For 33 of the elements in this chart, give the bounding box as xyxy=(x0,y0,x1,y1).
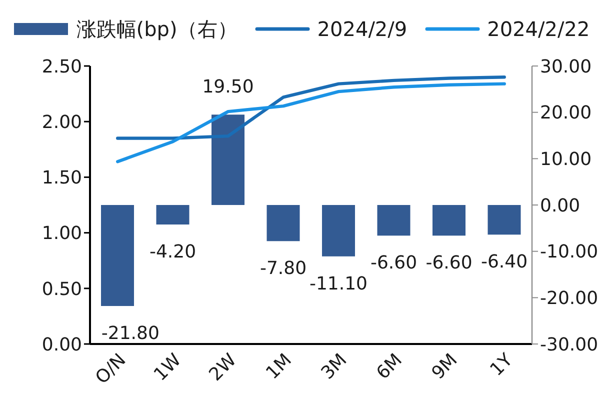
x-tick-label: 6M xyxy=(372,350,406,384)
y2-tick-label: -20.00 xyxy=(540,288,598,310)
line-series xyxy=(116,76,506,140)
y-tick-label: 1.00 xyxy=(42,223,82,244)
legend-label: 2024/2/9 xyxy=(317,17,408,41)
y2-tick-label: 10.00 xyxy=(540,149,592,170)
data-label: -7.80 xyxy=(260,258,307,280)
x-tick-label: 9M xyxy=(428,350,462,384)
x-tick-label: O/N xyxy=(92,350,130,388)
legend-label: 2024/2/22 xyxy=(487,17,590,41)
data-label: -21.80 xyxy=(101,323,160,344)
y2-tick-label: -30.00 xyxy=(540,334,598,356)
x-tick-label: 1W xyxy=(150,350,186,386)
y2-tick-label: 20.00 xyxy=(540,102,592,124)
y-tick-label: 0.50 xyxy=(42,278,82,300)
data-label: -6.60 xyxy=(426,252,472,274)
y-tick-label: 1.50 xyxy=(42,168,82,189)
x-tick-label: 3M xyxy=(317,350,352,384)
x-tick-label: 1Y xyxy=(486,349,518,380)
y2-tick-label: 30.00 xyxy=(540,56,592,78)
data-label: -4.20 xyxy=(149,241,196,262)
y2-tick-label: -10.00 xyxy=(540,242,598,263)
legend-label: 涨跌幅(bp)（右） xyxy=(76,16,238,42)
y2-tick-label: 0.00 xyxy=(540,195,580,216)
y-tick-label: 2.00 xyxy=(42,112,82,133)
data-label: 19.50 xyxy=(202,76,254,98)
data-label: -6.60 xyxy=(370,252,418,274)
data-label: -11.10 xyxy=(309,273,368,294)
data-label: -6.40 xyxy=(480,252,528,273)
y-tick-label: 2.50 xyxy=(42,56,82,78)
x-tick-label: 1M xyxy=(262,350,296,384)
y-tick-label: 0.00 xyxy=(42,334,82,356)
x-tick-label: 2W xyxy=(205,350,241,386)
